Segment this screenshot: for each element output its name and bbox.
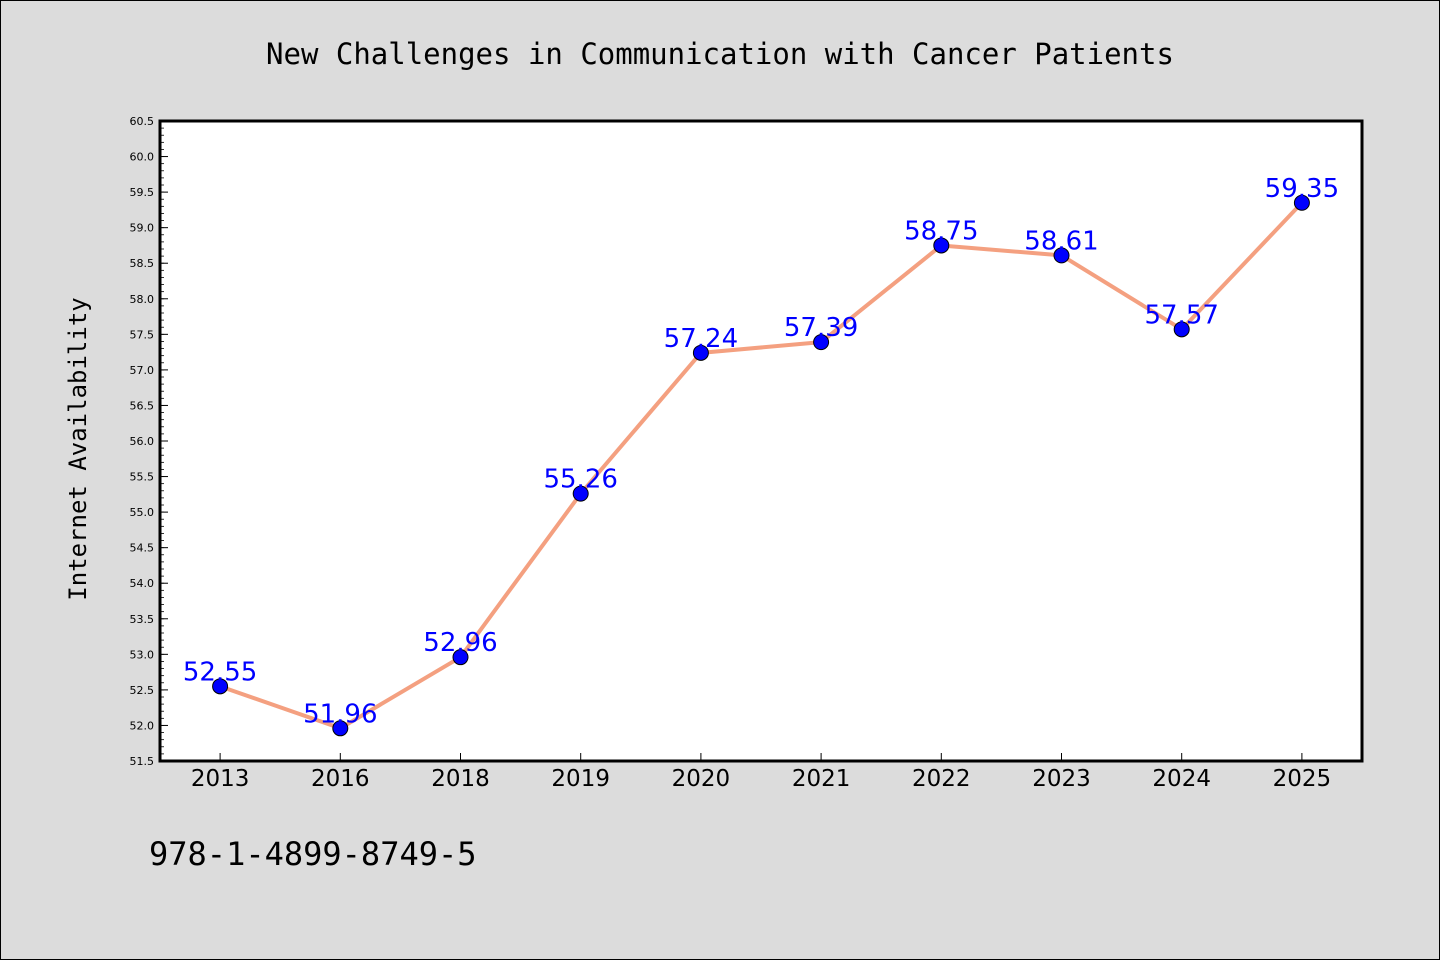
- data-label: 55.26: [543, 465, 617, 495]
- y-tick-label: 58.5: [130, 257, 155, 270]
- y-tick-label: 59.5: [130, 186, 155, 199]
- y-tick-label: 59.0: [130, 222, 155, 235]
- x-tick-label: 2023: [1032, 766, 1091, 792]
- y-tick-label: 60.0: [130, 151, 155, 164]
- y-axis-label: Internet Availability: [64, 297, 92, 600]
- data-point: [1053, 247, 1070, 264]
- data-label: 58.75: [904, 216, 978, 246]
- data-label: 52.55: [183, 657, 257, 687]
- y-tick-label: 54.0: [130, 577, 155, 590]
- y-tick-label: 52.5: [130, 684, 155, 697]
- data-point: [212, 678, 229, 695]
- y-tick-label: 56.0: [130, 435, 155, 448]
- y-tick-label: 60.5: [130, 115, 155, 128]
- y-tick-label: 58.0: [130, 293, 155, 306]
- footer-isbn: 978-1-4899-8749-5: [149, 835, 477, 873]
- plot-frame: [158, 119, 1364, 763]
- data-point: [332, 720, 349, 737]
- y-tick-label: 57.0: [130, 364, 155, 377]
- x-tick-label: 2013: [191, 766, 250, 792]
- y-tick-label: 52.0: [130, 719, 155, 732]
- data-point: [572, 485, 589, 502]
- x-tick-label: 2024: [1152, 766, 1211, 792]
- data-point: [692, 344, 709, 361]
- data-label: 59.35: [1265, 174, 1339, 204]
- plot-area: [160, 121, 1362, 761]
- data-point: [1173, 321, 1190, 338]
- y-tick-label: 53.5: [130, 613, 155, 626]
- x-tick-label: 2018: [431, 766, 490, 792]
- data-label: 51.96: [303, 699, 377, 729]
- data-point: [813, 334, 830, 351]
- y-tick-label: 55.0: [130, 506, 155, 519]
- x-tick-label: 2025: [1273, 766, 1332, 792]
- x-tick-label: 2022: [912, 766, 971, 792]
- data-point: [933, 237, 950, 254]
- data-label: 58.61: [1024, 226, 1098, 256]
- y-tick-label: 53.0: [130, 648, 155, 661]
- x-tick-label: 2021: [792, 766, 851, 792]
- data-label: 52.96: [423, 628, 497, 658]
- y-tick-label: 55.5: [130, 471, 155, 484]
- data-point: [1293, 194, 1310, 211]
- y-tick-label: 57.5: [130, 328, 155, 341]
- y-tick-label: 54.5: [130, 542, 155, 555]
- y-tick-label: 51.5: [130, 755, 155, 768]
- x-tick-label: 2019: [551, 766, 610, 792]
- data-point: [452, 649, 469, 666]
- y-tick-label: 56.5: [130, 399, 155, 412]
- x-tick-label: 2020: [672, 766, 731, 792]
- series-layer: 52.55 51.96 52.96 55.26 57.24 57.39 58.75 58.61…: [183, 174, 1339, 737]
- chart-title: New Challenges in Communication with Can…: [266, 37, 1174, 71]
- data-label: 57.24: [664, 324, 738, 354]
- data-label: 57.39: [784, 313, 858, 343]
- series-line: [218, 200, 1304, 731]
- data-label: 57.57: [1144, 300, 1218, 330]
- x-tick-label: 2016: [311, 766, 370, 792]
